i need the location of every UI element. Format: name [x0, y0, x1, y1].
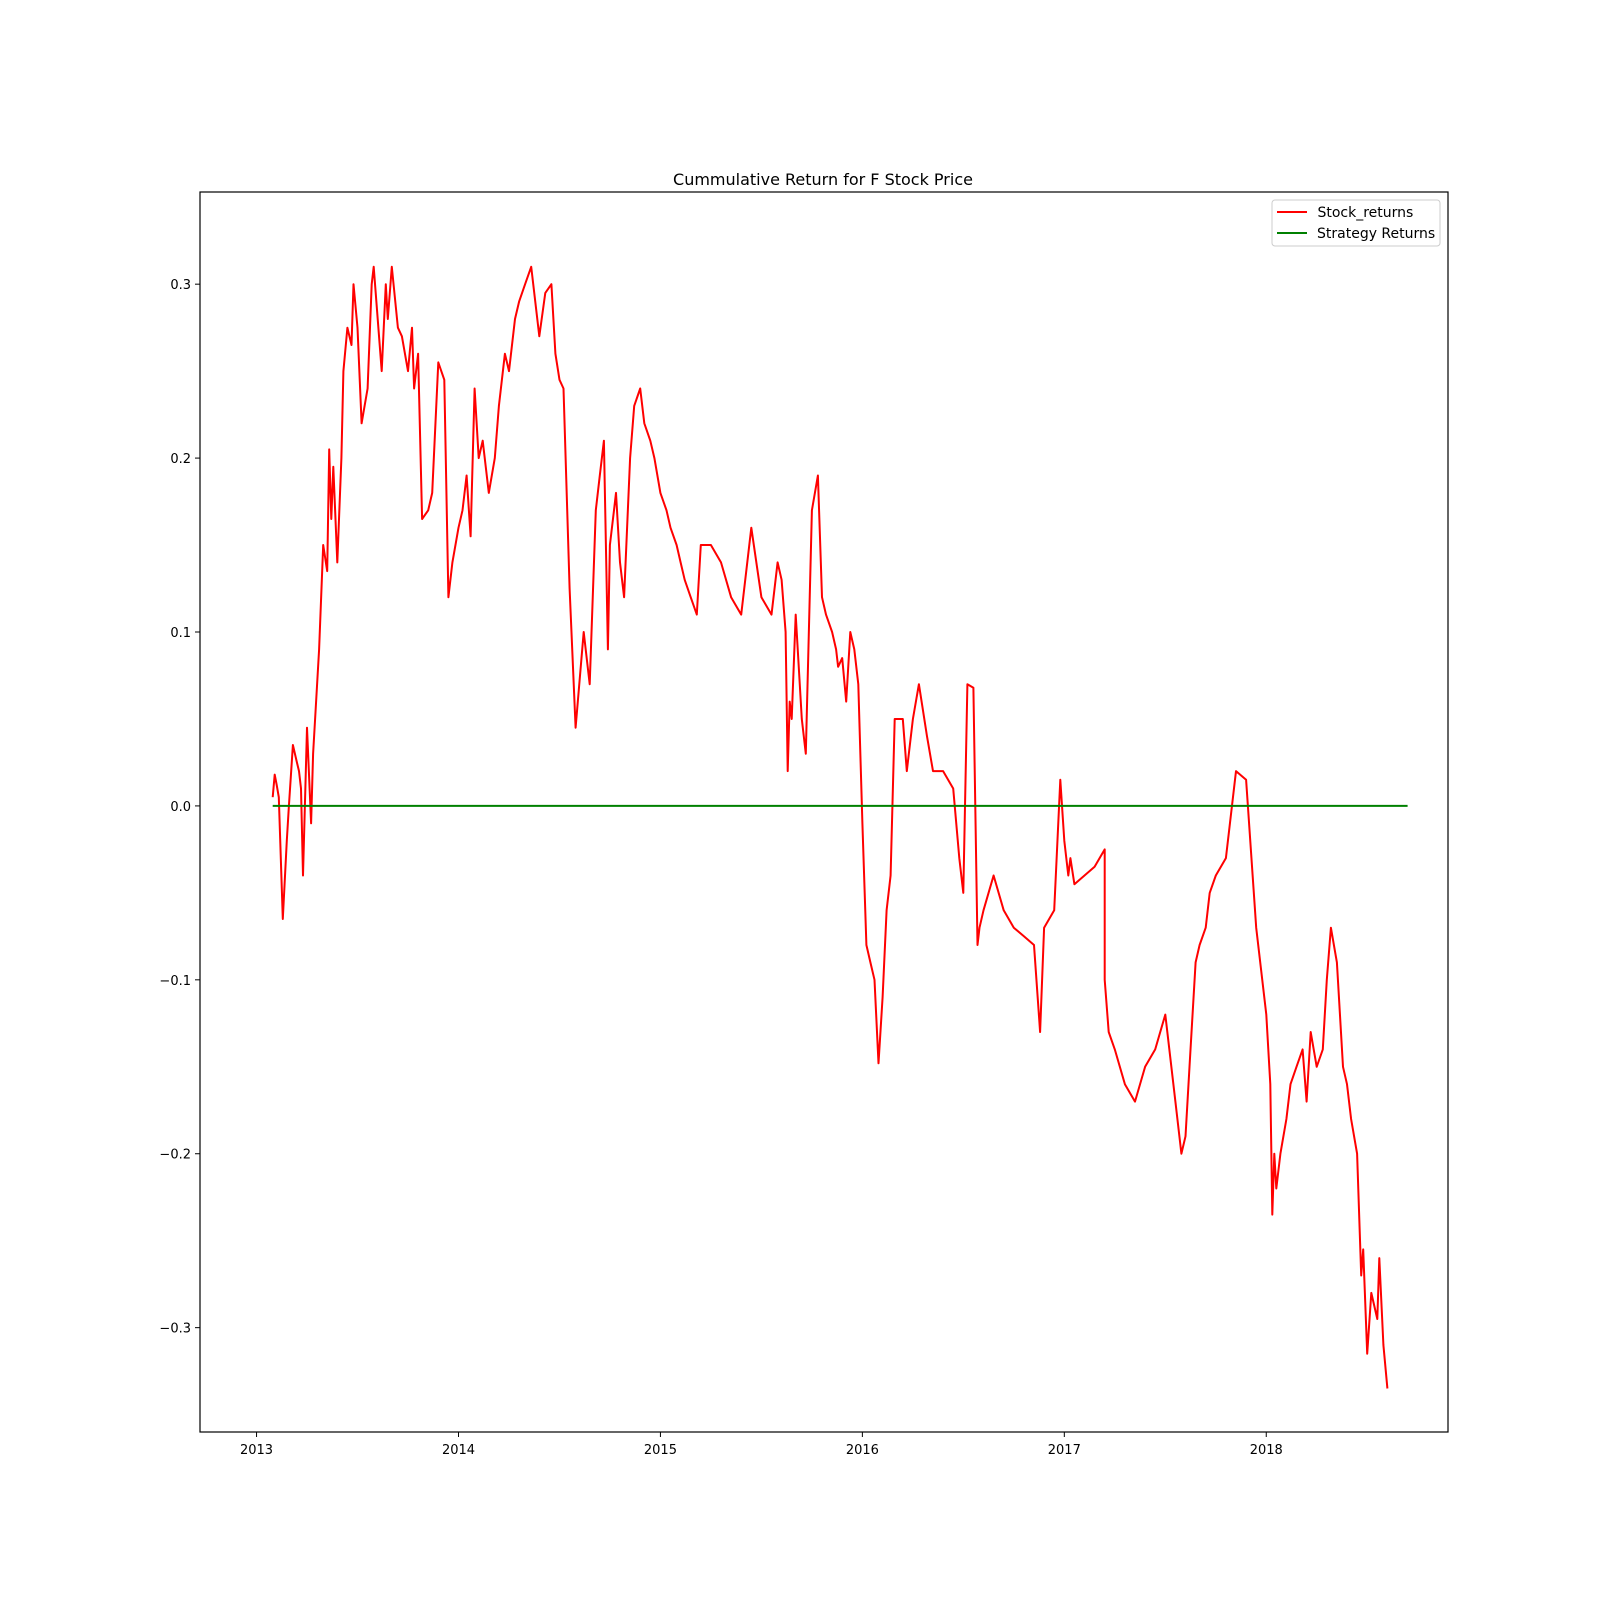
y-tick-label: 0.1: [170, 626, 191, 641]
legend-label-strategy-returns: Strategy Returns: [1317, 226, 1435, 242]
x-tick-label: 2013: [240, 1443, 273, 1458]
x-tick-label: 2017: [1048, 1443, 1081, 1458]
plot-area-frame: [199, 191, 1449, 1433]
legend: Stock_returns Strategy Returns: [1271, 199, 1441, 247]
y-tick-label: −0.3: [159, 1322, 191, 1337]
y-tick-label: 0.2: [170, 452, 191, 467]
series-layer: [271, 265, 1389, 1389]
x-axis: 2013 2014 2015 2016 2017 2018: [240, 1432, 1283, 1458]
y-axis: −0.3 −0.2 −0.1 0.0 0.1 0.2 0.3: [159, 278, 200, 1337]
y-tick-label: 0.3: [170, 278, 191, 293]
legend-label-stock-returns: Stock_returns: [1313, 205, 1413, 221]
chart-title: Cummulative Return for F Stock Price: [673, 170, 973, 189]
series-line-stock-returns: [271, 265, 1389, 1389]
x-tick-label: 2018: [1250, 1443, 1283, 1458]
x-tick-label: 2015: [644, 1443, 677, 1458]
x-tick-label: 2016: [846, 1443, 879, 1458]
x-tick-label: 2014: [442, 1443, 475, 1458]
y-tick-label: −0.2: [159, 1148, 191, 1163]
y-tick-label: −0.1: [159, 974, 191, 989]
y-tick-label: 0.0: [170, 800, 191, 815]
legend-box: [1271, 199, 1441, 247]
